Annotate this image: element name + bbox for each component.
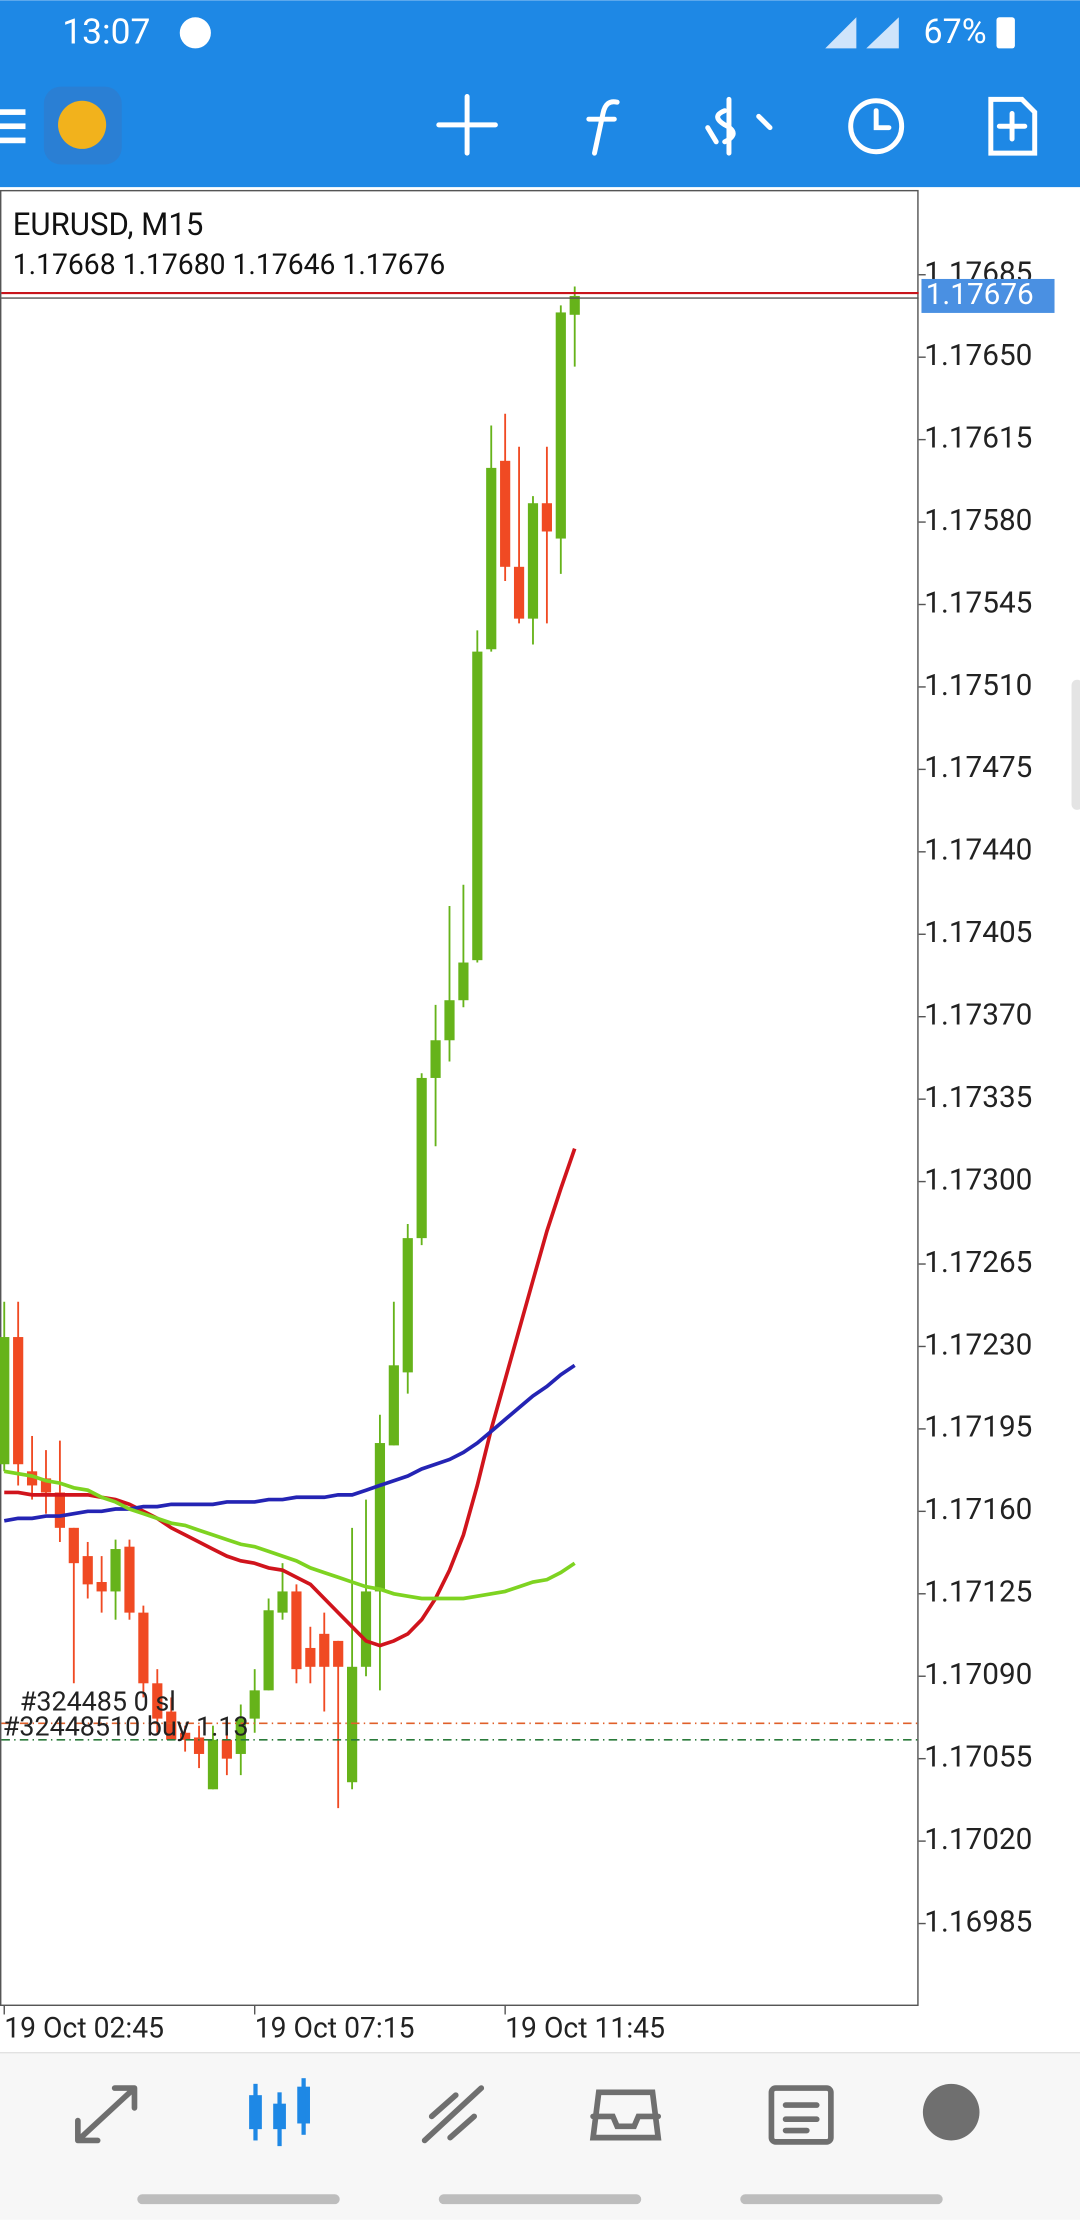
candle-body xyxy=(110,1549,121,1592)
news-tab[interactable] xyxy=(768,2085,834,2145)
y-tick-label: 1.17125 xyxy=(924,1575,1032,1610)
candle-body xyxy=(541,503,552,532)
ohlc-readout: 1.17668 1.17680 1.17646 1.17676 xyxy=(13,248,446,281)
trade-button[interactable] xyxy=(705,96,773,156)
y-tick-label: 1.17055 xyxy=(924,1740,1032,1775)
candle-body xyxy=(277,1591,288,1613)
candle-body xyxy=(235,1718,246,1754)
candle-body xyxy=(430,1040,441,1078)
candle-body xyxy=(96,1582,107,1592)
candle-body xyxy=(166,1711,177,1740)
candle-body xyxy=(458,962,469,1001)
y-tick-label: 1.17020 xyxy=(924,1822,1032,1857)
candle-body xyxy=(138,1612,149,1684)
candle-body xyxy=(68,1527,79,1564)
candle-body xyxy=(13,1337,24,1465)
candle-body xyxy=(207,1739,219,1790)
y-tick-label: 1.17160 xyxy=(924,1492,1032,1527)
quotes-tab[interactable] xyxy=(75,2085,138,2144)
y-tick-label: 1.17510 xyxy=(924,668,1032,703)
candle-body xyxy=(513,566,525,619)
y-tick-label: 1.17265 xyxy=(924,1245,1032,1280)
signal-icons xyxy=(825,17,899,49)
order-label: #32448510 buy 1.13 xyxy=(3,1711,249,1743)
moving-average xyxy=(3,1363,576,1523)
candle-body xyxy=(500,460,511,567)
history-tab[interactable] xyxy=(589,2089,662,2141)
nav-indicator xyxy=(740,2194,943,2205)
app-logo-mark xyxy=(58,100,107,149)
y-tick-label: 1.17230 xyxy=(924,1327,1032,1362)
candle-body xyxy=(82,1556,93,1585)
new-order-button[interactable] xyxy=(988,96,1038,156)
history-button[interactable] xyxy=(848,98,905,155)
x-tick-label: 19 Oct 02:45 xyxy=(4,2012,164,2045)
candle-body xyxy=(402,1238,413,1373)
y-tick-label: 1.17475 xyxy=(924,750,1032,785)
candle-body xyxy=(333,1640,344,1667)
y-tick-label: 1.17090 xyxy=(924,1657,1032,1692)
candle-body xyxy=(444,1000,455,1041)
candle-body xyxy=(486,467,497,650)
candle-body xyxy=(0,1337,10,1465)
y-tick-label: 1.17615 xyxy=(924,420,1032,455)
candle-body xyxy=(124,1546,135,1613)
candle-body xyxy=(26,1471,38,1486)
x-tick-label: 19 Oct 07:15 xyxy=(255,2012,415,2045)
y-tick-label: 1.17335 xyxy=(924,1080,1032,1115)
bottom-nav xyxy=(0,2052,1080,2220)
battery-icon xyxy=(996,17,1015,49)
y-tick-label: 1.17545 xyxy=(924,585,1032,620)
y-tick-label: 1.17405 xyxy=(924,915,1032,950)
bid-label-bg xyxy=(921,278,1055,313)
candle-body xyxy=(527,503,539,619)
crosshair-button[interactable] xyxy=(436,94,498,156)
y-tick-label: 1.17650 xyxy=(924,338,1032,373)
y-tick-label: 1.17195 xyxy=(924,1410,1032,1445)
moving-average xyxy=(3,1469,576,1601)
candle-body xyxy=(193,1737,205,1754)
y-tick-label: 1.17580 xyxy=(924,503,1032,538)
header-bg xyxy=(0,0,1080,188)
candle-body xyxy=(291,1591,302,1670)
candle-body xyxy=(388,1365,399,1446)
candle-body xyxy=(569,295,580,315)
chart-tab[interactable] xyxy=(249,2078,310,2147)
candle-body xyxy=(263,1610,274,1691)
candle-body xyxy=(319,1633,330,1667)
y-tick-label: 1.17440 xyxy=(924,833,1032,868)
order-label: #324485 0 sl xyxy=(20,1686,176,1718)
battery-level: 67% xyxy=(924,12,987,52)
y-tick-label: 1.17300 xyxy=(924,1162,1032,1197)
candle-body xyxy=(305,1647,316,1667)
x-tick-label: 19 Oct 11:45 xyxy=(505,2012,665,2045)
side-handle[interactable] xyxy=(1071,679,1080,810)
menu-button[interactable] xyxy=(0,109,26,144)
candle-body xyxy=(54,1492,65,1528)
clock: 13:07 xyxy=(62,11,150,53)
trade-tab[interactable] xyxy=(421,2085,485,2144)
indicators-button[interactable] xyxy=(586,99,620,156)
nav-indicator xyxy=(438,2194,642,2205)
chart-title: EURUSD, M15 xyxy=(13,206,204,243)
nav-indicator xyxy=(137,2194,340,2205)
candle-body xyxy=(180,1732,191,1740)
candle-body xyxy=(416,1077,427,1239)
messenger-icon xyxy=(179,17,211,49)
candle-body xyxy=(40,1478,52,1493)
candle-body xyxy=(555,312,566,539)
chat-tab[interactable] xyxy=(922,2083,980,2141)
y-tick-label: 1.16985 xyxy=(924,1904,1032,1939)
candle-body xyxy=(347,1666,358,1783)
bid-label: 1.17676 xyxy=(926,277,1034,312)
candle-body xyxy=(152,1683,163,1719)
candle-body xyxy=(249,1690,260,1719)
y-tick-label: 1.17370 xyxy=(924,998,1032,1033)
candle-body xyxy=(374,1443,386,1592)
candle-body xyxy=(221,1739,232,1759)
candle-body xyxy=(360,1591,372,1667)
candle-body xyxy=(472,651,483,961)
